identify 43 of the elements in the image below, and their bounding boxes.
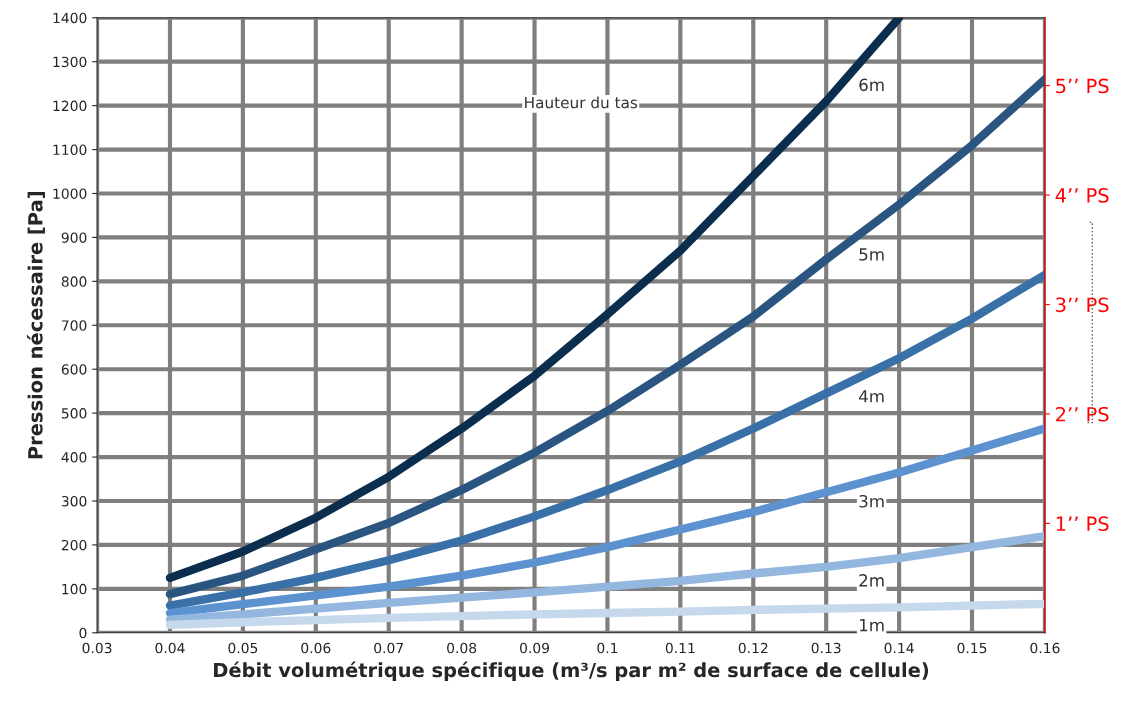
y2-tick-label: 3’’ PS (1056, 297, 1109, 313)
annotation: Hauteur du tas (525, 96, 638, 109)
series-label: 4m (859, 390, 884, 403)
x-tick-label: 0.06 (301, 642, 331, 654)
y2-tick-label: 2’’ PS (1056, 406, 1109, 422)
x-tick-label: 0.11 (665, 642, 695, 654)
x-tick-label: 0.07 (374, 642, 403, 654)
y-tick-label: 1400 (53, 12, 87, 24)
x-tick-label: 0.14 (884, 642, 914, 654)
y-tick-label: 700 (61, 320, 87, 331)
series-label: 1m (860, 619, 884, 632)
x-tick-label: 0.08 (447, 642, 477, 654)
series-label: 2m (859, 574, 884, 587)
y-tick-label: 1000 (53, 188, 87, 199)
y-tick-label: 200 (61, 539, 87, 551)
x-tick-label: 0.04 (155, 642, 185, 654)
series-label: 5m (859, 248, 884, 261)
series-label: 6m (859, 78, 884, 92)
y-tick-label: 1200 (53, 100, 87, 112)
y-tick-label: 0 (79, 627, 87, 639)
y-axis-title: Pression nécessaire [Pa] (26, 192, 45, 459)
y-tick-label: 500 (61, 408, 87, 419)
series-label: 3m (859, 494, 884, 508)
y2-tick-label: 1’’ PS (1056, 516, 1109, 532)
y-tick-label: 800 (61, 276, 87, 287)
y-tick-label: 100 (62, 583, 87, 595)
x-tick-label: 0.05 (228, 642, 258, 654)
x-tick-label: 0.03 (82, 642, 112, 654)
x-tick-label: 0.16 (1030, 642, 1060, 654)
y2-tick-label: 4’’ PS (1055, 188, 1109, 203)
x-tick-label: 0.15 (957, 642, 987, 654)
y-tick-label: 1100 (53, 144, 87, 156)
y-tick-label: 600 (61, 364, 87, 375)
y-tick-label: 400 (61, 452, 87, 463)
x-tick-label: 0.12 (738, 642, 768, 654)
x-axis-title: Débit volumétrique spécifique (m³/s par m² de surface de cellule) (214, 661, 929, 682)
x-tick-label: 0.13 (811, 642, 841, 654)
y-tick-label: 300 (61, 495, 87, 507)
y-tick-label: 1300 (53, 56, 87, 68)
x-tick-label: 0.1 (597, 642, 618, 654)
x-tick-label: 0.09 (520, 642, 550, 654)
y2-tick-label: 5’’ PS (1056, 78, 1109, 94)
y-tick-label: 900 (61, 232, 87, 243)
